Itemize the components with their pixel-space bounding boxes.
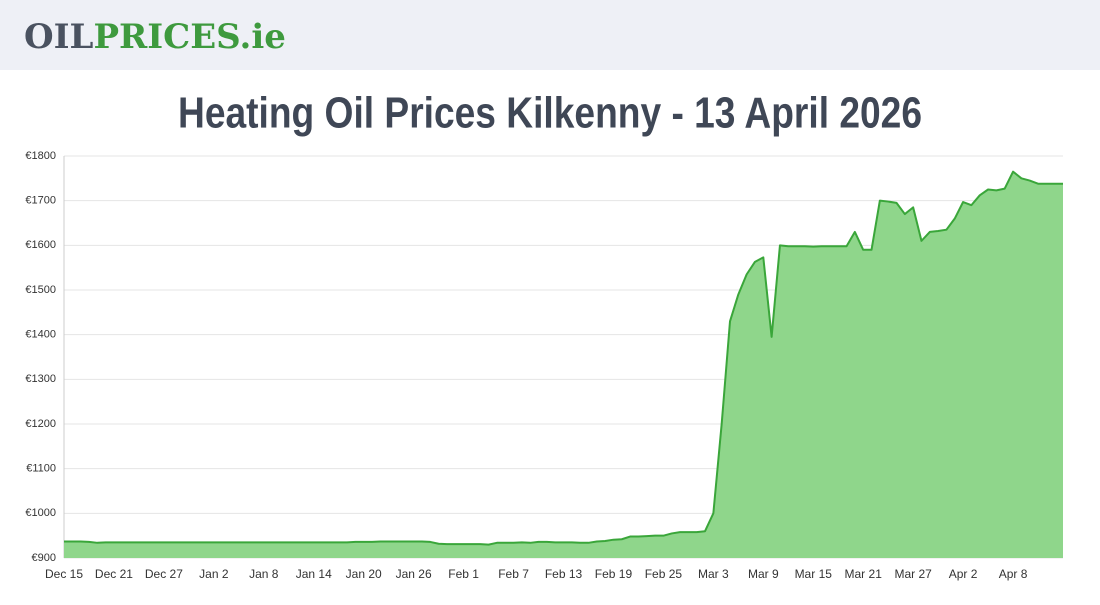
x-tick-label: Feb 13 <box>545 567 583 581</box>
x-tick-label: Mar 15 <box>795 567 833 581</box>
logo[interactable]: OILPRICES.ie <box>24 17 286 57</box>
x-tick-label: Jan 8 <box>249 567 279 581</box>
x-tick-label: Apr 2 <box>949 567 978 581</box>
x-tick-label: Dec 15 <box>45 567 83 581</box>
x-tick-label: Mar 9 <box>748 567 779 581</box>
x-tick-label: Jan 26 <box>396 567 432 581</box>
x-tick-label: Mar 3 <box>698 567 729 581</box>
y-tick-label: €1500 <box>25 284 56 296</box>
x-tick-label: Jan 20 <box>346 567 382 581</box>
y-tick-label: €1000 <box>25 507 56 519</box>
area-fill <box>64 171 1063 558</box>
x-tick-label: Feb 25 <box>645 567 683 581</box>
y-tick-label: €1100 <box>26 463 56 475</box>
y-tick-label: €1800 <box>25 150 56 162</box>
y-tick-label: €1600 <box>25 239 56 251</box>
y-tick-label: €1400 <box>25 329 56 341</box>
header-bar <box>0 0 1100 70</box>
x-tick-label: Dec 27 <box>145 567 183 581</box>
x-tick-label: Mar 27 <box>894 567 932 581</box>
price-line <box>64 170 1063 546</box>
x-tick-label: Feb 7 <box>498 567 529 581</box>
logo-green: PRICES.ie <box>93 17 285 57</box>
x-tick-label: Mar 21 <box>845 567 883 581</box>
chart-title: Heating Oil Prices Kilkenny - 13 April 2… <box>178 89 922 138</box>
x-tick-label: Feb 1 <box>448 567 479 581</box>
x-tick-label: Apr 8 <box>999 567 1028 581</box>
x-tick-label: Dec 21 <box>95 567 133 581</box>
x-tick-label: Jan 14 <box>296 567 332 581</box>
y-tick-label: €1300 <box>25 373 56 385</box>
y-tick-label: €1700 <box>25 195 56 207</box>
y-tick-label: €900 <box>32 552 56 564</box>
x-tick-label: Feb 19 <box>595 567 633 581</box>
logo-dark: OIL <box>24 17 94 57</box>
y-tick-label: €1200 <box>25 418 56 430</box>
x-tick-label: Jan 2 <box>199 567 229 581</box>
